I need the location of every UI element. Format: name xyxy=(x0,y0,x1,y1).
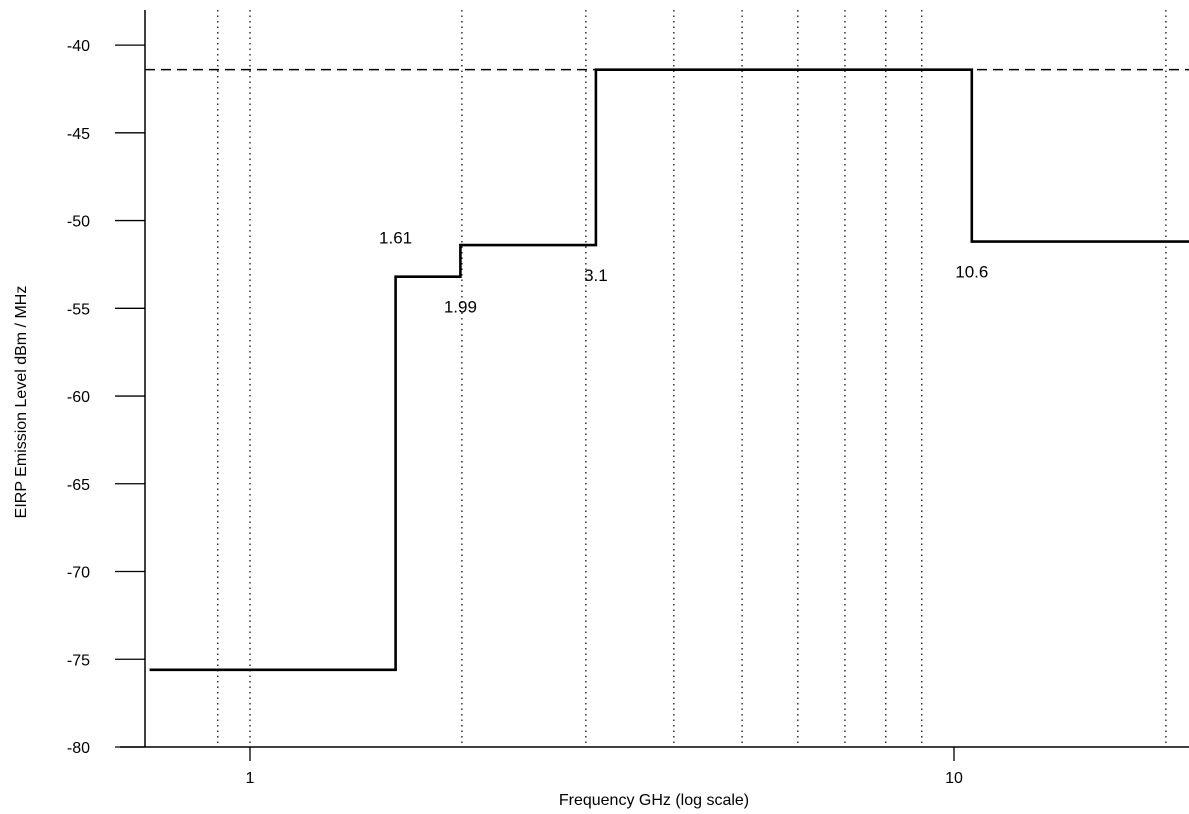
axes: -80 -75 -70 -65 -60 -55 -50 -45 -40 1 10 xyxy=(67,10,1189,787)
grid-lines xyxy=(217,10,1167,747)
series-layer xyxy=(149,68,1189,672)
emission-step-line xyxy=(149,68,1189,672)
y-tick-label: -55 xyxy=(67,301,90,318)
y-tick-label: -60 xyxy=(67,389,90,406)
y-tick-label: -40 xyxy=(67,38,90,55)
breakpoint-label: 10.6 xyxy=(955,263,988,282)
y-tick-label: -50 xyxy=(67,214,90,231)
breakpoint-label: 1.99 xyxy=(444,298,477,317)
x-tick-label: 1 xyxy=(246,770,255,787)
y-tick-label: -45 xyxy=(67,126,90,143)
annotations: 1.61 1.99 3.1 10.6 xyxy=(379,229,988,317)
x-axis-title: Frequency GHz (log scale) xyxy=(559,792,749,809)
y-axis-title: EIRP Emission Level dBm / MHz xyxy=(13,286,30,519)
breakpoint-label: 3.1 xyxy=(584,266,608,285)
y-tick-label: -65 xyxy=(67,477,90,494)
y-tick-label: -75 xyxy=(67,652,90,669)
y-tick-label: -80 xyxy=(67,740,90,757)
x-tick-label: 10 xyxy=(945,770,963,787)
y-tick-label: -70 xyxy=(67,565,90,582)
breakpoint-label: 1.61 xyxy=(379,229,412,248)
